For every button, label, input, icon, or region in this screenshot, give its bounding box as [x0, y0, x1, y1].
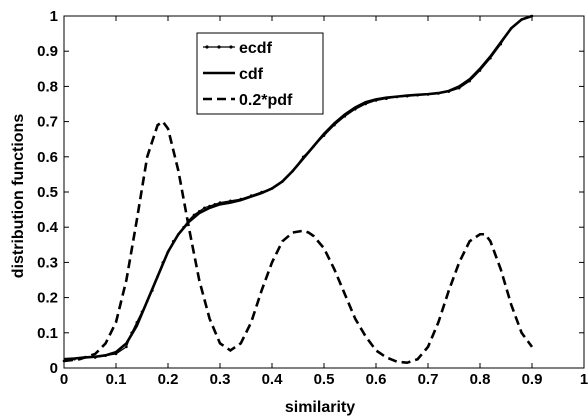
- legend-marker-ecdf: [205, 45, 209, 49]
- x-tick-label: 0: [60, 371, 68, 388]
- data-point-ecdf: [161, 261, 165, 264]
- y-tick-label: 0.3: [37, 254, 58, 271]
- data-point-ecdf: [218, 201, 222, 204]
- data-point-ecdf: [301, 155, 305, 159]
- data-point-ecdf: [343, 115, 347, 118]
- x-tick-label: 0.2: [158, 371, 179, 388]
- x-tick-label: 0.8: [470, 371, 491, 388]
- data-point-ecdf: [468, 79, 471, 83]
- x-tick-label: 0.5: [314, 371, 335, 388]
- data-point-ecdf: [322, 134, 326, 137]
- y-tick-label: 0.5: [37, 184, 58, 201]
- data-point-ecdf: [135, 320, 139, 324]
- data-point-ecdf: [73, 357, 76, 361]
- y-tick-label: 0.7: [37, 114, 58, 131]
- data-point-ecdf: [374, 99, 378, 102]
- data-point-ecdf: [489, 56, 492, 60]
- x-tick-label: 0.1: [106, 371, 127, 388]
- data-point-ecdf: [197, 210, 201, 213]
- y-axis-label: distribution functions: [10, 114, 27, 279]
- data-point-ecdf: [130, 331, 133, 335]
- x-tick-label: 0.6: [366, 371, 387, 388]
- data-point-ecdf: [104, 354, 107, 357]
- data-point-ecdf: [203, 206, 206, 210]
- legend-label-0-2-pdf: 0.2*pdf: [239, 92, 293, 109]
- data-point-ecdf: [447, 90, 451, 93]
- x-tick-label: 0.9: [522, 371, 543, 388]
- data-point-ecdf: [509, 27, 513, 30]
- axes: 0 0.1 0.2 0.3 0.4 0.5 0.6 0.7 0.8 0.9 1 0 0.1 0.2 0.3 0…: [10, 8, 588, 416]
- data-point-ecdf: [457, 86, 461, 90]
- data-point-ecdf: [166, 250, 170, 254]
- data-point-ecdf: [291, 169, 295, 173]
- data-point-ecdf: [140, 310, 144, 313]
- data-point-ecdf: [385, 97, 388, 101]
- data-point-ecdf: [520, 18, 523, 21]
- data-point-ecdf: [239, 197, 243, 201]
- data-point-ecdf: [114, 352, 118, 356]
- data-point-ecdf: [395, 95, 399, 99]
- x-tick-label: 0.3: [210, 371, 231, 388]
- plot-area: [62, 14, 534, 365]
- data-point-ecdf: [405, 94, 409, 98]
- y-tick-label: 0: [50, 360, 58, 377]
- data-point-ecdf: [125, 345, 128, 349]
- series-line-0-2-pdf: [63, 119, 534, 365]
- data-point-ecdf: [281, 180, 284, 183]
- data-point-ecdf: [270, 187, 274, 190]
- data-point-ecdf: [182, 225, 185, 229]
- data-point-ecdf: [83, 356, 87, 359]
- data-point-ecdf: [151, 289, 154, 292]
- legend: ecdf cdf 0.2*pdf: [196, 32, 324, 115]
- data-point-ecdf: [177, 232, 180, 236]
- legend-marker-ecdf: [229, 45, 233, 49]
- y-tick-label: 0.8: [37, 78, 58, 95]
- data-point-ecdf: [192, 213, 196, 217]
- data-point-ecdf: [333, 123, 336, 127]
- data-point-ecdf: [499, 42, 503, 46]
- data-point-ecdf: [353, 107, 357, 111]
- x-tick-label: 0.7: [418, 371, 439, 388]
- data-point-ecdf: [93, 356, 97, 359]
- x-tick-label: 1: [580, 371, 588, 388]
- y-tick-label: 0.4: [37, 219, 59, 236]
- data-point-ecdf: [249, 194, 253, 197]
- data-point-ecdf: [416, 93, 419, 97]
- y-tick-label: 0.1: [37, 325, 58, 342]
- legend-label-ecdf: ecdf: [239, 40, 273, 57]
- y-tick-label: 0.6: [37, 149, 58, 166]
- data-point-ecdf: [426, 93, 430, 96]
- y-tick-label: 0.2: [37, 290, 58, 307]
- data-point-ecdf: [156, 275, 159, 278]
- y-tick-label: 0.9: [37, 43, 58, 60]
- data-point-ecdf: [437, 92, 440, 95]
- legend-label-cdf: cdf: [239, 66, 264, 83]
- data-point-ecdf: [229, 199, 232, 203]
- data-point-ecdf: [213, 203, 217, 206]
- data-point-ecdf: [260, 190, 263, 194]
- data-point-ecdf: [364, 102, 367, 106]
- legend-marker-ecdf: [217, 45, 221, 49]
- data-point-ecdf: [478, 69, 482, 72]
- data-point-ecdf: [187, 218, 191, 222]
- x-tick-label: 0.4: [262, 371, 284, 388]
- x-axis-label: similarity: [285, 399, 355, 416]
- y-tick-label: 1: [50, 8, 58, 25]
- data-point-ecdf: [145, 299, 149, 303]
- data-point-ecdf: [208, 204, 211, 208]
- data-point-ecdf: [171, 239, 175, 243]
- data-point-ecdf: [312, 144, 315, 148]
